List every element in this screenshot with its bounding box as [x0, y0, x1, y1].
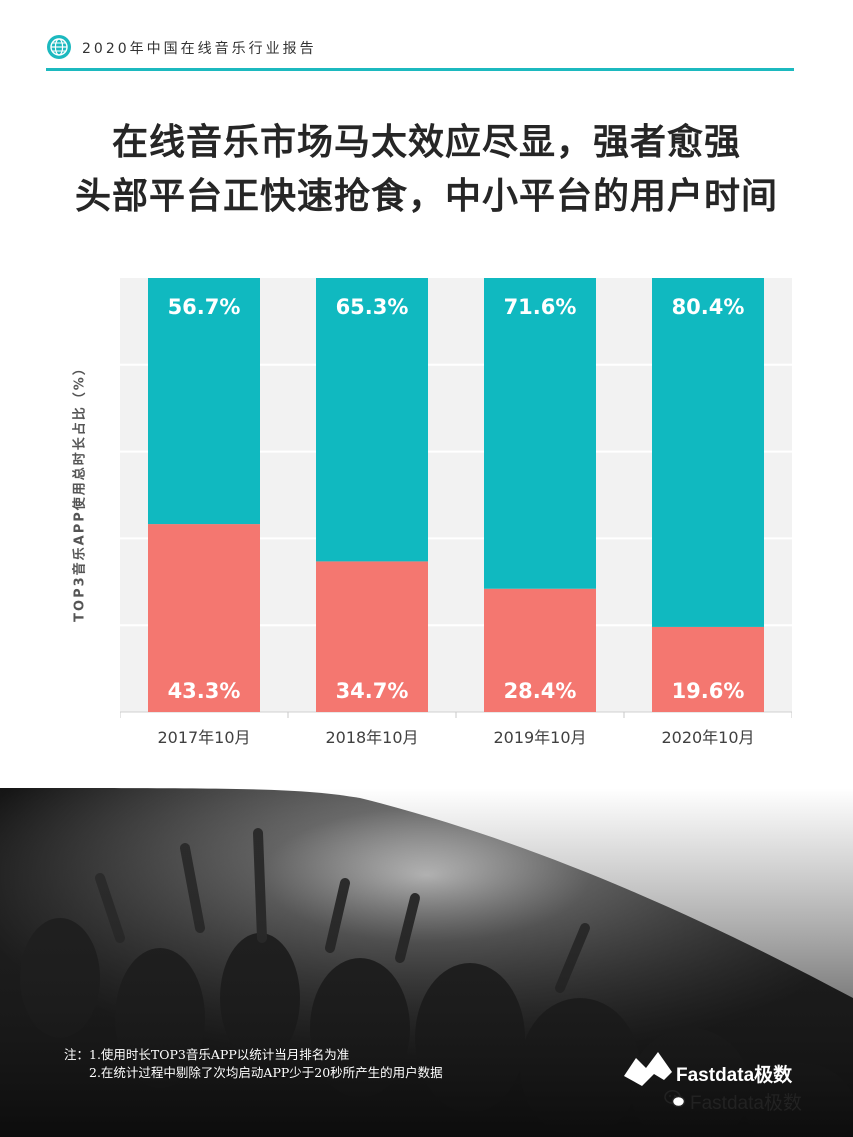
page-headline: 在线音乐市场马太效应尽显，强者愈强 头部平台正快速抢食，中小平台的用户时间 — [0, 116, 853, 224]
bar-series-1-1 — [148, 524, 260, 712]
fastdata-logo-icon — [624, 1052, 672, 1086]
data-label-series-2-4: 80.4% — [672, 295, 745, 319]
data-label-series-2-1: 56.7% — [168, 295, 241, 319]
bar-series-1-3 — [484, 588, 596, 712]
data-label-series-2-2: 65.3% — [336, 295, 409, 319]
bar-series-2-1 — [148, 278, 260, 525]
data-label-series-1-1: 43.3% — [168, 679, 241, 703]
bar-series-2-3 — [484, 278, 596, 589]
x-tick-label-1: 2017年10月 — [157, 728, 250, 747]
bar-series-2-4 — [652, 278, 764, 627]
brand-wechat-text: Fastdata极数 — [690, 1093, 802, 1114]
x-tick-label-3: 2019年10月 — [493, 728, 586, 747]
globe-icon — [47, 35, 71, 59]
footnote-1: 注：1.使用时长TOP3音乐APP以统计当月排名为准 — [64, 1047, 350, 1062]
headline-line-1: 在线音乐市场马太效应尽显，强者愈强 — [111, 122, 741, 163]
wechat-icon — [664, 1090, 686, 1108]
bar-series-1-4 — [652, 626, 764, 712]
data-label-series-1-3: 28.4% — [504, 679, 577, 703]
data-label-series-2-3: 71.6% — [504, 295, 577, 319]
x-tick-label-2: 2018年10月 — [325, 728, 418, 747]
header-divider — [46, 68, 794, 71]
y-axis-title-text: TOP3音乐APP使用总时长占比（%） — [72, 360, 88, 622]
bar-series-1-2 — [316, 561, 428, 712]
report-title: 2020年中国在线音乐行业报告 — [82, 41, 317, 57]
footnote-2: 2.在统计过程中剔除了次均启动APP少于20秒所产生的用户数据 — [89, 1065, 443, 1080]
data-label-series-1-4: 19.6% — [672, 679, 745, 703]
report-header: 2020年中国在线音乐行业报告 — [0, 0, 853, 72]
footnotes: 注：1.使用时长TOP3音乐APP以统计当月排名为准 2.在统计过程中剔除了次均… — [64, 1046, 443, 1082]
concert-crowd-photo — [0, 788, 853, 1137]
data-label-series-1-2: 34.7% — [336, 679, 409, 703]
brand-logo-text: Fastdata极数 — [676, 1065, 793, 1086]
x-tick-label-4: 2020年10月 — [661, 728, 754, 747]
bar-series-2-2 — [316, 278, 428, 562]
stacked-bar-chart: 43.3% 56.7% 2017年10月 34.7% 65.3% 2018年10月 28.4… — [120, 278, 792, 747]
headline-line-2: 头部平台正快速抢食，中小平台的用户时间 — [74, 176, 778, 217]
